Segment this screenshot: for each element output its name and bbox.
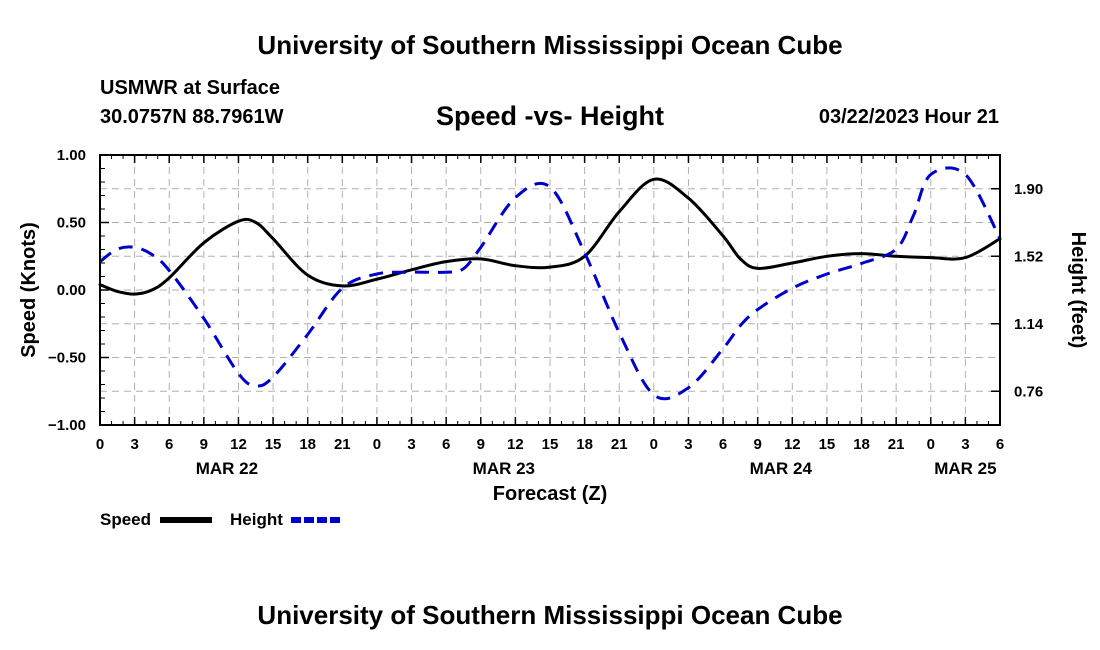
- x-tick-label: 18: [853, 436, 870, 453]
- axis-labels: 0 3 6 9 12 15 18 21 0 3 6 9 12 15 18 21 0 3 6 9 12 15 18 21 0 3 6 −…: [18, 147, 1089, 505]
- x-tick-label: 9: [477, 436, 485, 453]
- legend-label-speed: Speed: [100, 510, 151, 529]
- y-tick-label: 1.00: [57, 147, 86, 164]
- grid: [100, 155, 1000, 425]
- date-label: MAR 23: [473, 459, 535, 478]
- y-tick-label: 0.50: [57, 215, 86, 232]
- y-tick-label: 0.00: [57, 282, 86, 299]
- x-tick-label: 21: [888, 436, 905, 453]
- date-label: MAR 25: [934, 459, 996, 478]
- x-tick-label: 15: [542, 436, 559, 453]
- date-label: MAR 22: [196, 459, 258, 478]
- date-label: MAR 24: [750, 459, 813, 478]
- y-axis-title: Speed (Knots): [18, 222, 40, 358]
- x-tick-label: 0: [927, 436, 935, 453]
- x-tick-label: 0: [650, 436, 658, 453]
- x-tick-label: 3: [684, 436, 692, 453]
- series-line-height: [99, 166, 1002, 401]
- y2-tick-label: 0.76: [1014, 383, 1043, 400]
- x-tick-label: 12: [507, 436, 524, 453]
- chart-subtitle: Speed -vs- Height: [435, 101, 665, 131]
- x-tick-label: 3: [130, 436, 138, 453]
- y2-tick-label: 1.14: [1014, 316, 1044, 333]
- x-tick-label: 6: [165, 436, 173, 453]
- series-line-speed: [98, 177, 1002, 296]
- x-tick-label: 3: [407, 436, 415, 453]
- footer-title: University of Southern Mississippi Ocean…: [257, 600, 843, 630]
- x-tick-label: 9: [754, 436, 762, 453]
- x-tick-label: 3: [961, 436, 969, 453]
- y-tick-label: −1.00: [48, 417, 86, 434]
- x-tick-label: 21: [611, 436, 628, 453]
- x-tick-label: 6: [996, 436, 1004, 453]
- x-tick-label: 6: [442, 436, 450, 453]
- x-tick-label: 0: [96, 436, 104, 453]
- forecast-datetime: 03/22/2023 Hour 21: [818, 106, 999, 128]
- x-tick-label: 21: [334, 436, 351, 453]
- y-tick-label: −0.50: [48, 350, 86, 367]
- axis-ticks: [99, 154, 1001, 426]
- x-tick-label: 15: [819, 436, 836, 453]
- x-tick-label: 6: [719, 436, 727, 453]
- x-tick-label: 0: [373, 436, 381, 453]
- page-title: University of Southern Mississippi Ocean…: [257, 30, 843, 60]
- x-tick-label: 9: [200, 436, 208, 453]
- station-coordinates: 30.0757N 88.7961W: [100, 106, 284, 128]
- x-tick-label: 18: [299, 436, 316, 453]
- x-tick-label: 15: [265, 436, 282, 453]
- station-name: USMWR at Surface: [100, 77, 281, 99]
- x-tick-label: 12: [784, 436, 801, 453]
- legend-label-height: Height: [230, 510, 283, 529]
- series-lines: [98, 166, 1002, 401]
- x-tick-label: 12: [230, 436, 247, 453]
- y2-tick-label: 1.52: [1014, 248, 1043, 265]
- y2-axis-title: Height (feet): [1067, 232, 1089, 349]
- x-axis-title: Forecast (Z): [493, 483, 607, 505]
- x-tick-label: 18: [576, 436, 593, 453]
- legend: Speed Height: [100, 510, 343, 529]
- y2-tick-label: 1.90: [1014, 181, 1043, 198]
